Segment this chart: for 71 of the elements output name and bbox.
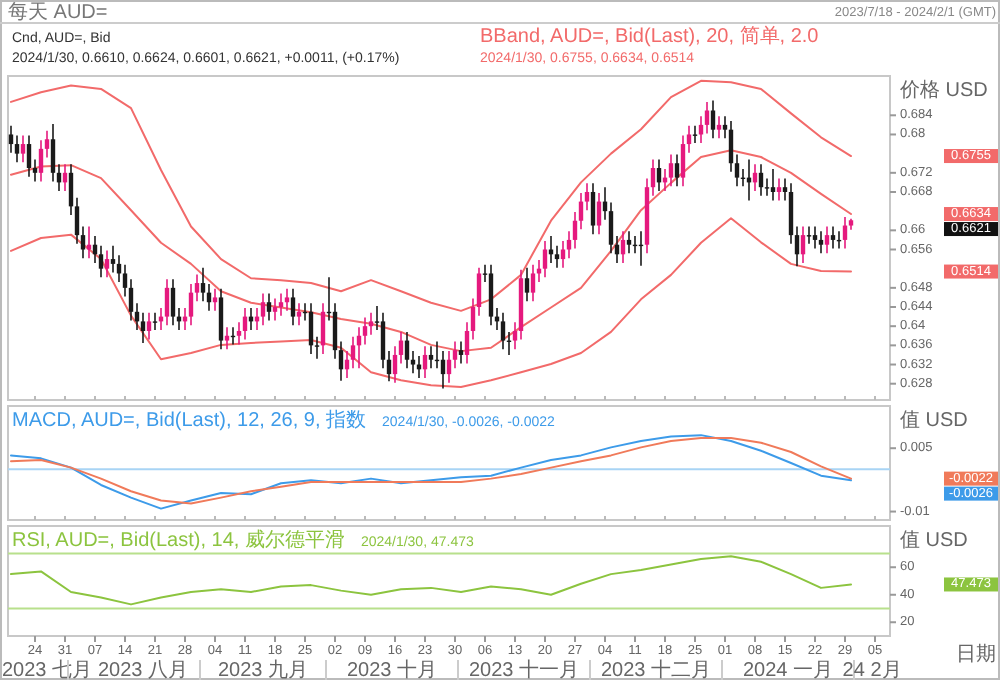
candlestick bbox=[776, 177, 782, 202]
candlestick bbox=[554, 244, 560, 269]
candlestick bbox=[692, 125, 698, 144]
y-axis-title: 值 USD bbox=[900, 410, 968, 432]
y-axis-title: 值 USD bbox=[900, 530, 968, 552]
candlestick bbox=[110, 244, 116, 274]
text: 24 2月 bbox=[842, 660, 902, 680]
candlestick bbox=[14, 134, 20, 164]
candlestick bbox=[680, 134, 686, 188]
candlestick bbox=[770, 168, 776, 202]
candlestick bbox=[524, 266, 530, 303]
candlestick bbox=[284, 288, 290, 312]
text: 2023 十一月 bbox=[469, 658, 580, 680]
candlestick bbox=[38, 139, 44, 183]
candlestick bbox=[152, 311, 158, 331]
candlestick bbox=[20, 134, 26, 164]
candlestick bbox=[266, 292, 272, 322]
candlestick bbox=[542, 240, 548, 279]
candlestick bbox=[104, 249, 110, 279]
candlestick bbox=[590, 182, 596, 235]
candlestick bbox=[86, 225, 92, 259]
text: BBand, AUD=, Bid(Last), 20, 简单, 2.0 bbox=[480, 24, 820, 48]
candlestick bbox=[350, 335, 356, 370]
candlestick bbox=[806, 225, 812, 245]
chart-title: MACD, AUD=, Bid(Last), 12, 26, 9, 指数 bbox=[12, 408, 367, 432]
candlestick bbox=[500, 311, 506, 350]
candlestick bbox=[458, 340, 464, 365]
candlestick bbox=[260, 292, 266, 327]
candlestick bbox=[530, 264, 536, 303]
candlestick bbox=[50, 123, 56, 183]
candlestick bbox=[626, 230, 632, 255]
text: 2024 一月 bbox=[743, 660, 834, 680]
line-series bbox=[10, 217, 852, 389]
candlestick bbox=[674, 153, 680, 188]
candlestick bbox=[596, 192, 602, 235]
candlestick bbox=[98, 244, 104, 279]
x-axis-title: 日期 bbox=[956, 642, 996, 666]
candlestick bbox=[140, 311, 146, 344]
candlestick bbox=[290, 288, 296, 327]
candlestick bbox=[26, 134, 32, 178]
candlestick bbox=[800, 225, 806, 264]
candlestick bbox=[278, 292, 284, 317]
candlestick bbox=[8, 125, 14, 154]
candlestick bbox=[212, 288, 218, 312]
candlestick bbox=[164, 278, 170, 327]
candlestick bbox=[218, 288, 224, 350]
candlestick bbox=[368, 311, 374, 336]
text: 2023 八月 bbox=[98, 660, 189, 680]
candlestick bbox=[200, 266, 206, 303]
candlestick bbox=[296, 302, 302, 327]
candlestick bbox=[710, 99, 716, 140]
candlestick bbox=[716, 115, 722, 140]
line-series bbox=[10, 555, 852, 606]
text: 2023 十月 bbox=[347, 658, 438, 680]
candlestick bbox=[428, 345, 434, 370]
candlestick bbox=[272, 297, 278, 322]
text: 2023 九月 bbox=[218, 658, 309, 680]
candlestick bbox=[818, 230, 824, 255]
candlestick bbox=[812, 225, 818, 250]
candlestick bbox=[146, 311, 152, 341]
text: 每天 AUD= bbox=[8, 0, 108, 24]
candlestick bbox=[170, 278, 176, 327]
candlestick bbox=[488, 264, 494, 327]
candlestick bbox=[824, 225, 830, 255]
candlestick bbox=[668, 153, 674, 188]
y-axis-title: 价格 USD bbox=[898, 78, 988, 102]
candlestick bbox=[830, 225, 836, 250]
text: 2023 十二月 bbox=[601, 658, 712, 680]
chart-title: RSI, AUD=, Bid(Last), 14, 威尔德平滑 bbox=[12, 528, 345, 552]
candlestick bbox=[404, 331, 410, 370]
candlestick bbox=[224, 326, 230, 350]
